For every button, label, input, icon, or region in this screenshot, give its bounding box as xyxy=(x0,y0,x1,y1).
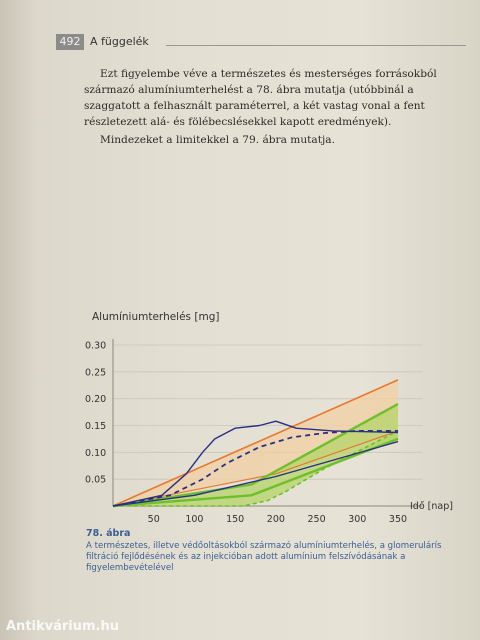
y-tick-label: 0.10 xyxy=(85,448,106,459)
x-tick-label: 250 xyxy=(308,514,326,525)
paragraph: Ezt figyelembe véve a természetes és mes… xyxy=(84,68,437,128)
series-line xyxy=(112,437,399,508)
x-tick-label: 300 xyxy=(348,514,366,525)
series-line xyxy=(112,420,399,507)
series-line xyxy=(113,430,399,507)
series-line xyxy=(112,440,399,507)
y-tick-label: 0.05 xyxy=(85,475,106,486)
x-tick-label: 200 xyxy=(267,514,285,525)
x-axis-label: Idő [nap] xyxy=(410,501,453,512)
green-band xyxy=(113,404,398,506)
section-title: A függelék xyxy=(90,35,149,48)
caption-text: A természetes, illetve védőoltásokból sz… xyxy=(86,541,442,573)
x-tick-label: 150 xyxy=(226,514,244,525)
watermark-logo: Antikvárium.hu xyxy=(6,619,119,634)
header-rule xyxy=(166,45,466,46)
chart-title: Alumíniumterhelés [mg] xyxy=(92,311,220,323)
y-tick-label: 0.15 xyxy=(85,421,106,432)
page-header: 492 A függelék xyxy=(56,34,466,52)
series-line xyxy=(112,379,399,507)
page-number: 492 xyxy=(56,34,84,50)
x-tick-label: 350 xyxy=(389,514,407,525)
caption-number: 78. ábra xyxy=(86,528,131,539)
y-tick-label: 0.25 xyxy=(85,367,106,378)
figure-caption: 78. ábra A természetes, illetve védőoltá… xyxy=(86,527,466,574)
y-tick-label: 0.20 xyxy=(85,394,106,405)
body-text: Ezt figyelembe véve a természetes és mes… xyxy=(84,66,464,148)
x-tick-label: 100 xyxy=(185,514,203,525)
y-tick-label: 0.30 xyxy=(85,341,106,352)
x-tick-label: 50 xyxy=(148,514,160,525)
paragraph: Mindezeket a limitekkel a 79. ábra mutat… xyxy=(100,134,335,146)
